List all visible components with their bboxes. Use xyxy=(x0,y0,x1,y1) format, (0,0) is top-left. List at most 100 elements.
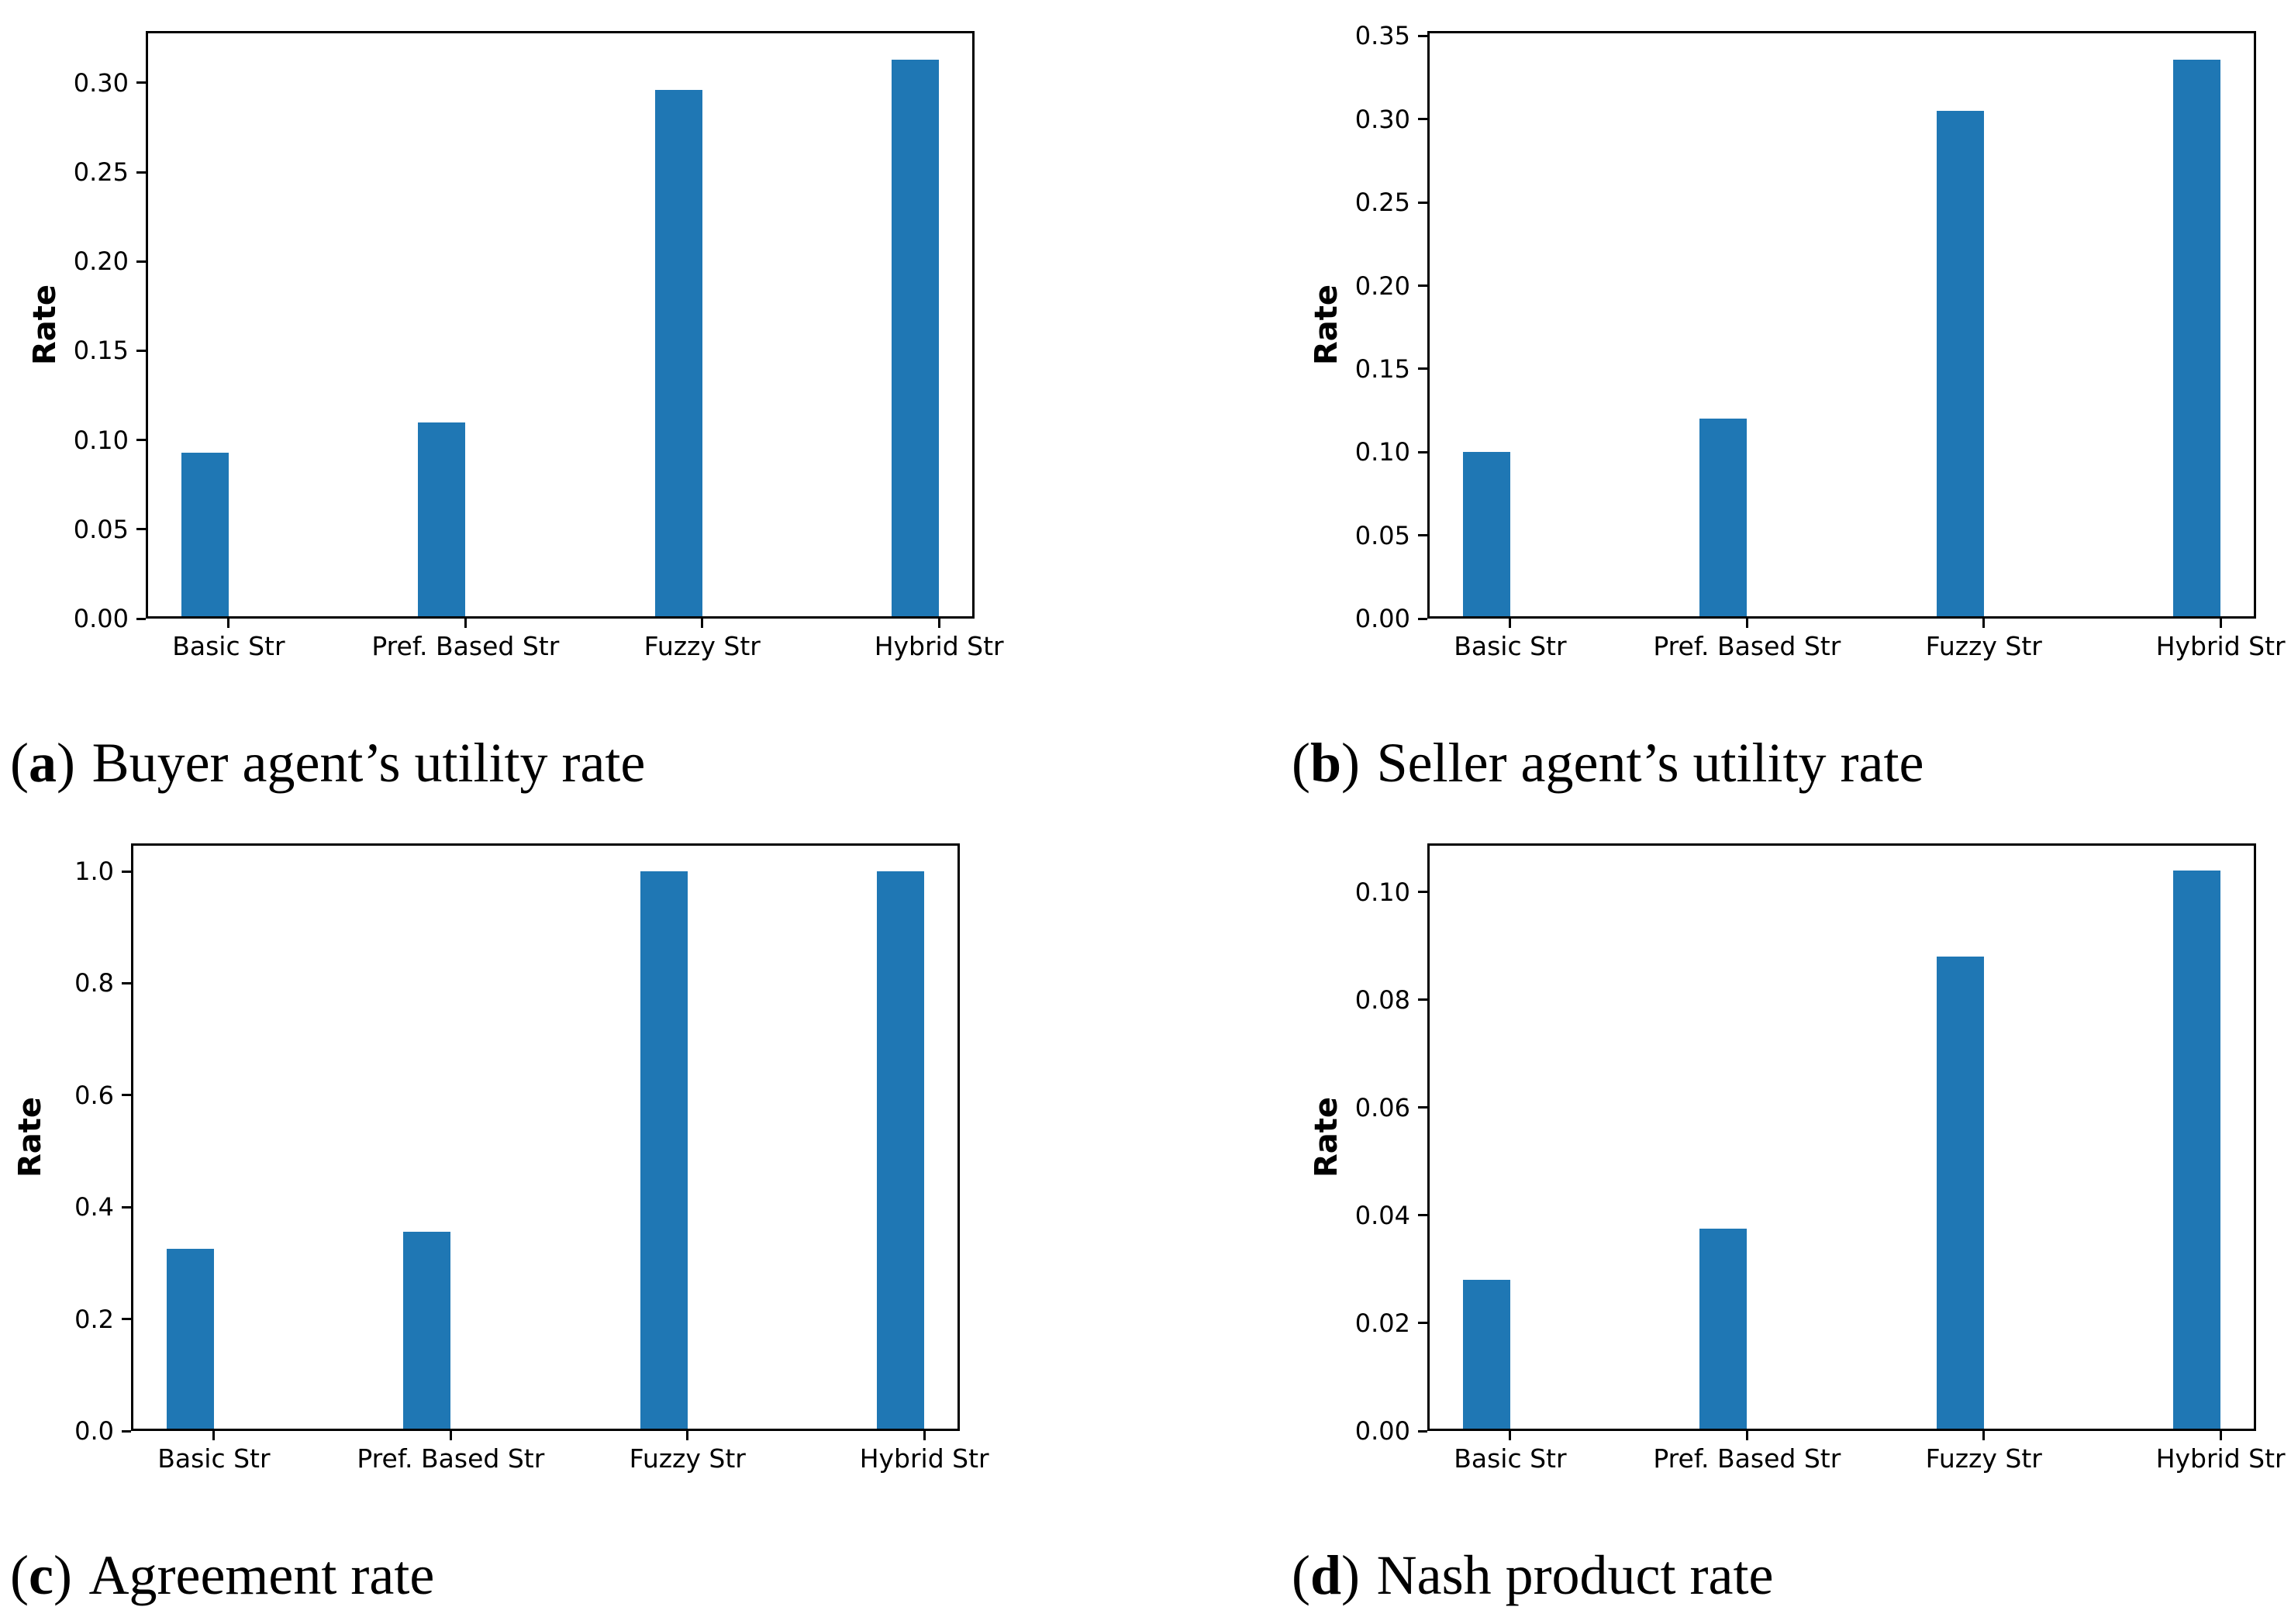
y-tick-label: 0.30 xyxy=(1354,104,1410,134)
caption-paren-close: ) xyxy=(56,732,75,794)
y-tick-label: 0.08 xyxy=(1354,984,1410,1015)
y-tick-mark xyxy=(1418,1214,1427,1217)
bar xyxy=(403,1232,451,1431)
caption-paren-close: ) xyxy=(1341,732,1361,794)
y-tick-label: 0.15 xyxy=(1354,353,1410,384)
plot-frame xyxy=(131,843,960,1431)
x-tick-mark xyxy=(464,619,467,628)
panel-a: Rate (a) Buyer agent’s utility rate Basic… xyxy=(0,0,1009,812)
x-tick-label: Hybrid Str xyxy=(874,631,1004,661)
x-tick-mark xyxy=(1509,1431,1512,1440)
caption-letter: b xyxy=(1309,732,1342,794)
caption-paren-close: ) xyxy=(1341,1544,1361,1606)
y-tick-label: 0.00 xyxy=(73,604,129,633)
x-tick-mark xyxy=(686,1431,689,1440)
x-tick-mark xyxy=(1982,619,1986,628)
bar xyxy=(2173,871,2221,1431)
x-tick-mark xyxy=(2219,619,2222,628)
y-axis-title: Rate xyxy=(12,1096,48,1178)
y-tick-mark xyxy=(1418,118,1427,121)
plot-frame xyxy=(1427,843,2256,1431)
x-tick-label: Fuzzy Str xyxy=(643,631,761,661)
panel-b-caption: (b) Seller agent’s utility rate xyxy=(1292,732,1924,794)
x-tick-mark xyxy=(1745,619,1748,628)
y-tick-mark xyxy=(136,260,146,263)
y-tick-label: 0.10 xyxy=(73,425,129,455)
y-tick-label: 1.0 xyxy=(74,857,114,887)
x-tick-mark xyxy=(449,1431,452,1440)
x-tick-mark xyxy=(923,1431,926,1440)
bar xyxy=(1462,452,1510,619)
panel-c: Rate (c) Agreement rate Basic Str Pref. Ba… xyxy=(0,812,1009,1624)
x-tick-label: Fuzzy Str xyxy=(629,1443,746,1474)
x-tick-label: Pref. Based Str xyxy=(1653,631,1841,661)
y-tick-mark xyxy=(136,349,146,352)
bar xyxy=(1699,1229,1748,1431)
y-tick-mark xyxy=(122,1318,131,1321)
y-tick-label: 0.8 xyxy=(74,968,114,998)
y-tick-mark xyxy=(136,171,146,174)
y-tick-label: 0.30 xyxy=(73,67,129,98)
y-tick-mark xyxy=(1418,998,1427,1002)
y-tick-label: 0.6 xyxy=(74,1080,114,1110)
y-tick-mark xyxy=(136,528,146,531)
x-tick-mark xyxy=(1982,1431,1986,1440)
x-tick-mark xyxy=(1745,1431,1748,1440)
x-tick-label: Pref. Based Str xyxy=(357,1443,545,1474)
plot-frame xyxy=(146,31,975,619)
caption-text: Agreement rate xyxy=(88,1544,435,1606)
panel-a-caption: (a) Buyer agent’s utility rate xyxy=(10,732,646,794)
bar xyxy=(418,422,466,619)
y-tick-mark xyxy=(122,870,131,873)
x-tick-label: Fuzzy Str xyxy=(1925,631,2042,661)
y-tick-label: 0.25 xyxy=(1354,188,1410,218)
y-tick-mark xyxy=(1418,201,1427,204)
caption-text: Seller agent’s utility rate xyxy=(1376,732,1924,794)
bar xyxy=(877,871,925,1431)
caption-paren-close: ) xyxy=(53,1544,72,1606)
y-tick-mark xyxy=(1418,34,1427,37)
bar xyxy=(181,453,229,619)
x-tick-label: Hybrid Str xyxy=(2155,631,2286,661)
caption-text: Buyer agent’s utility rate xyxy=(91,732,646,794)
y-tick-mark xyxy=(136,617,146,620)
y-tick-mark xyxy=(1418,617,1427,620)
caption-text: Nash product rate xyxy=(1376,1544,1774,1606)
caption-paren-open: ( xyxy=(10,732,29,794)
y-tick-label: 0.15 xyxy=(73,336,129,366)
y-tick-label: 0.4 xyxy=(74,1192,114,1222)
panel-b: Rate (b) Seller agent’s utility rate Basi… xyxy=(1282,0,2291,812)
y-tick-label: 0.20 xyxy=(73,247,129,277)
bar xyxy=(1462,1280,1510,1431)
y-tick-mark xyxy=(1418,284,1427,288)
x-tick-label: Pref. Based Str xyxy=(1653,1443,1841,1474)
bar xyxy=(892,60,940,619)
bar xyxy=(2173,60,2221,619)
caption-letter: a xyxy=(28,732,57,794)
bar xyxy=(1699,419,1748,619)
y-tick-label: 0.2 xyxy=(74,1304,114,1334)
caption-paren-open: ( xyxy=(1292,1544,1310,1606)
y-tick-mark xyxy=(136,439,146,442)
x-tick-label: Pref. Based Str xyxy=(371,631,560,661)
plot-frame xyxy=(1427,31,2256,619)
x-tick-mark xyxy=(227,619,230,628)
x-tick-label: Hybrid Str xyxy=(859,1443,989,1474)
y-tick-mark xyxy=(1418,1322,1427,1325)
y-tick-label: 0.05 xyxy=(73,514,129,544)
x-tick-label: Basic Str xyxy=(157,1443,271,1474)
x-tick-label: Hybrid Str xyxy=(2155,1443,2286,1474)
bar xyxy=(640,871,688,1431)
y-tick-mark xyxy=(1418,1429,1427,1433)
caption-paren-open: ( xyxy=(10,1544,29,1606)
y-tick-label: 0.06 xyxy=(1354,1092,1410,1122)
bar xyxy=(166,1249,214,1431)
y-tick-label: 0.35 xyxy=(1354,21,1410,51)
y-tick-label: 0.0 xyxy=(74,1416,114,1446)
caption-paren-open: ( xyxy=(1292,732,1310,794)
bar xyxy=(1936,957,1984,1431)
y-tick-mark xyxy=(1418,534,1427,537)
caption-letter: d xyxy=(1309,1544,1342,1606)
x-tick-label: Basic Str xyxy=(172,631,285,661)
